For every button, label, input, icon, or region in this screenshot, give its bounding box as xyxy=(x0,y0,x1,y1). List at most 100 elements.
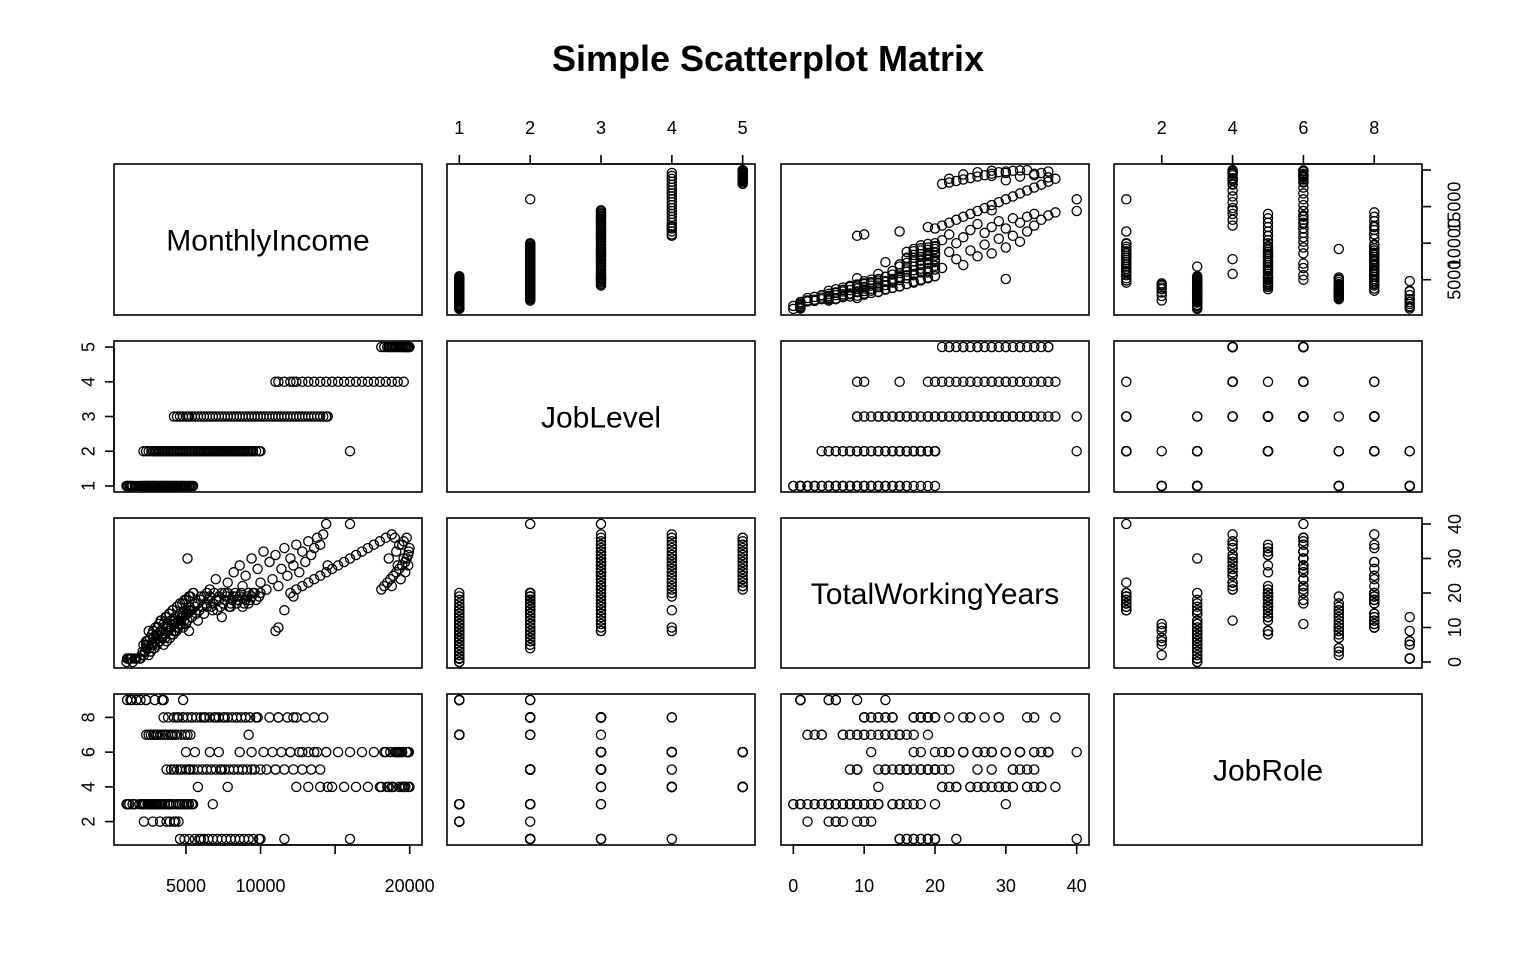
data-point xyxy=(167,729,178,741)
data-point xyxy=(1262,213,1274,224)
data-point xyxy=(908,746,919,758)
right-tick-label-TotalWorkingYears: 20 xyxy=(1445,583,1465,603)
panel-MonthlyIncome-vs-JobRole xyxy=(1113,163,1423,316)
data-point xyxy=(1028,746,1040,758)
data-point xyxy=(140,694,152,706)
data-point xyxy=(965,224,976,236)
data-point xyxy=(929,798,941,810)
data-point xyxy=(398,376,409,388)
data-point xyxy=(595,764,607,775)
top-tick-label-JobLevel: 3 xyxy=(596,118,606,138)
data-point xyxy=(303,376,314,388)
diagonal-label-MonthlyIncome: MonthlyIncome xyxy=(166,225,369,258)
data-point xyxy=(344,518,356,530)
data-point xyxy=(965,781,976,793)
data-point xyxy=(737,171,748,182)
panel-frame xyxy=(113,693,423,846)
data-point xyxy=(666,591,678,602)
data-point xyxy=(1156,632,1167,644)
data-point xyxy=(344,833,356,845)
data-point xyxy=(182,729,193,741)
data-point xyxy=(1000,798,1012,810)
data-point xyxy=(851,273,863,284)
data-point xyxy=(303,536,314,547)
data-point xyxy=(666,781,678,793)
data-point xyxy=(524,636,536,647)
data-point xyxy=(1121,598,1132,609)
data-point xyxy=(1191,639,1203,651)
data-point xyxy=(1369,615,1380,626)
data-point xyxy=(929,764,941,775)
data-point xyxy=(320,376,332,388)
data-point xyxy=(1000,242,1012,253)
data-point xyxy=(1028,220,1040,231)
data-point xyxy=(986,746,997,758)
data-point xyxy=(1121,605,1132,616)
data-point xyxy=(454,729,465,741)
data-point xyxy=(1191,636,1203,647)
data-point xyxy=(1227,205,1238,216)
data-point xyxy=(207,798,219,810)
left-tick-label-JobLevel: 5 xyxy=(79,342,99,352)
data-point xyxy=(1369,580,1380,592)
data-point xyxy=(595,584,607,595)
data-point xyxy=(1156,480,1167,492)
data-point xyxy=(1191,295,1203,306)
data-point xyxy=(802,798,813,810)
data-point xyxy=(1156,295,1167,306)
data-point xyxy=(170,816,181,827)
data-point xyxy=(1333,601,1345,613)
data-point xyxy=(1191,649,1203,661)
data-point xyxy=(320,567,332,578)
data-point xyxy=(873,411,884,422)
data-point xyxy=(595,542,607,554)
data-point xyxy=(1000,175,1012,186)
data-point xyxy=(524,642,536,654)
data-point xyxy=(1227,549,1238,561)
data-point xyxy=(972,411,983,422)
data-point xyxy=(595,580,607,592)
data-point xyxy=(168,625,180,637)
data-point xyxy=(1262,625,1274,637)
data-point xyxy=(858,411,870,422)
data-point xyxy=(240,570,251,582)
data-point xyxy=(1191,622,1203,633)
data-point xyxy=(1369,587,1380,599)
data-point xyxy=(737,539,748,550)
data-point xyxy=(179,833,190,845)
data-point xyxy=(972,341,983,353)
right-tick-label-TotalWorkingYears: 0 xyxy=(1445,657,1465,667)
data-point xyxy=(174,615,186,626)
data-point xyxy=(1007,411,1019,422)
data-point xyxy=(737,570,748,582)
data-point xyxy=(1227,570,1238,582)
data-point xyxy=(595,598,607,609)
data-point xyxy=(1191,629,1203,640)
data-point xyxy=(314,376,326,388)
data-point xyxy=(865,445,877,457)
data-point xyxy=(894,445,905,457)
data-point xyxy=(873,729,884,741)
data-point xyxy=(393,563,405,575)
data-point xyxy=(1121,237,1132,249)
data-point xyxy=(297,746,308,758)
data-point xyxy=(595,532,607,544)
data-point xyxy=(887,282,898,294)
data-point xyxy=(524,764,536,775)
data-point xyxy=(1000,223,1012,234)
data-point xyxy=(595,622,607,633)
data-point xyxy=(936,764,948,775)
panel-frame xyxy=(113,517,423,669)
data-point xyxy=(908,764,919,775)
data-point xyxy=(270,625,281,637)
data-point xyxy=(922,376,934,388)
data-point xyxy=(1404,289,1415,301)
data-point xyxy=(401,746,412,758)
data-point xyxy=(837,798,849,810)
data-point xyxy=(385,573,396,585)
data-point xyxy=(320,518,332,530)
data-point xyxy=(1298,182,1309,193)
data-point xyxy=(1021,376,1033,388)
data-point xyxy=(851,816,863,827)
data-point xyxy=(1191,625,1203,637)
